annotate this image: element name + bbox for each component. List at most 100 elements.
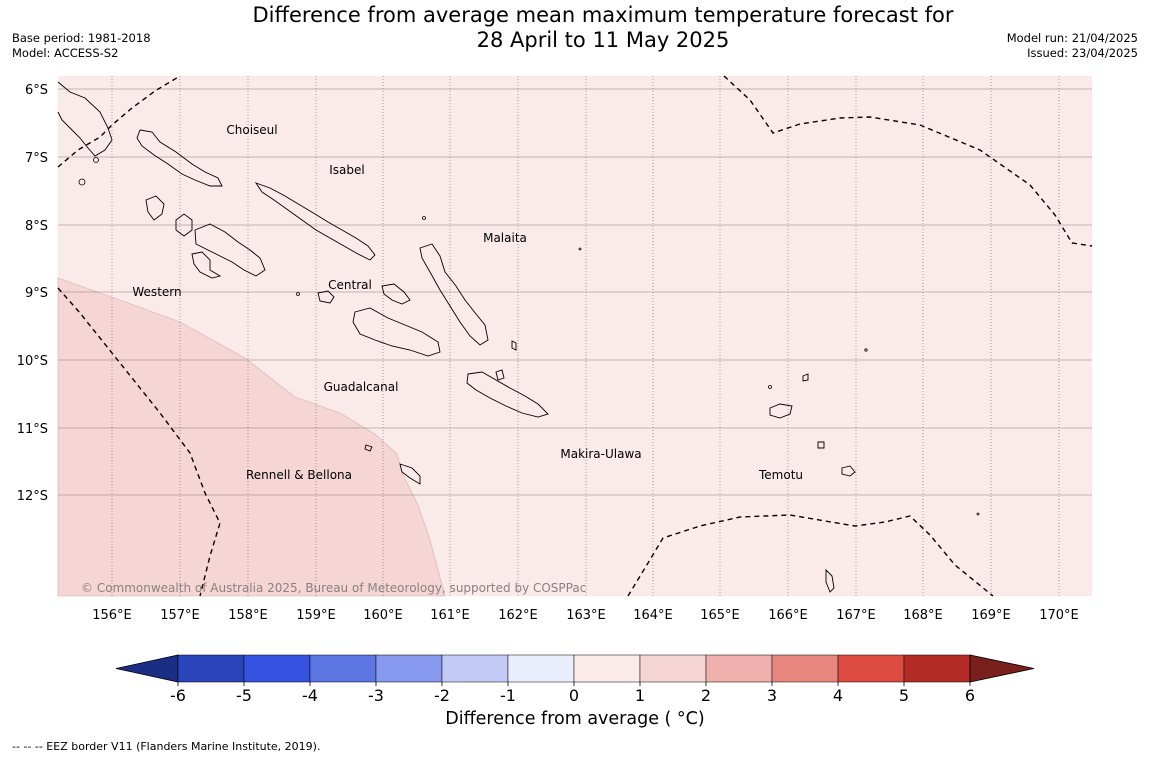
island-rennell [399, 463, 421, 485]
meta-left: Base period: 1981-2018 Model: ACCESS-S2 [12, 31, 151, 61]
islet-savo [296, 292, 300, 296]
islet-treasury [93, 157, 99, 163]
island-kolombangara [175, 213, 193, 237]
longitude-label: 167°E [836, 608, 876, 620]
latitude-label: 10°S [17, 354, 48, 369]
island-new-georgia [194, 223, 266, 277]
islet-shortland [78, 178, 86, 186]
coastlines [57, 81, 856, 593]
island-isabel [254, 182, 376, 261]
colorbar-ticks: -6 -5 -4 -3 -2 -1 0 1 2 3 4 5 6 [170, 682, 975, 705]
province-label: Makira-Ulawa [560, 447, 641, 461]
title-line-2: 28 April to 11 May 2025 [476, 28, 730, 52]
island-makira [466, 371, 549, 418]
island-duff [802, 373, 809, 382]
colorbar-tick-label: 6 [965, 686, 975, 705]
province-label: Choiseul [226, 123, 277, 137]
island-bougainville [57, 81, 113, 157]
colorbar-tick-label: 1 [635, 686, 645, 705]
colorbar-label: Difference from average ( °C) [445, 709, 705, 729]
island-bellona [364, 444, 373, 452]
eez-footnote: -- -- -- EEZ border V11 (Flanders Marine… [12, 740, 321, 753]
longitude-label: 169°E [971, 608, 1011, 620]
longitude-label: 156°E [92, 608, 132, 620]
province-labels: Choiseul Isabel Malaita Western Central Guada… [132, 123, 803, 482]
colorbar-tick-label: 0 [569, 686, 579, 705]
eez-border-south [627, 514, 994, 597]
colorbar-segment [903, 654, 971, 683]
colorbar-tick-label: -6 [170, 686, 186, 705]
longitude-label: 157°E [160, 608, 200, 620]
island-ndeni [769, 403, 793, 419]
latitude-label: 11°S [17, 422, 48, 437]
island-choiseul [136, 129, 223, 187]
island-ulawa [495, 369, 505, 381]
colorbar-segment [243, 654, 311, 683]
longitude-label: 161°E [430, 608, 470, 620]
colorbar-tick-label: 5 [899, 686, 909, 705]
colorbar-segment [177, 654, 245, 683]
longitude-label: 170°E [1039, 608, 1079, 620]
model-run: Model run: 21/04/2025 [1006, 31, 1138, 45]
province-label: Isabel [329, 163, 364, 177]
model-name: Model: ACCESS-S2 [12, 46, 119, 60]
map-title: Difference from average mean maximum tem… [200, 3, 1006, 53]
longitude-label: 166°E [768, 608, 808, 620]
island-small-malaita [511, 340, 517, 351]
eez-border-south-west [57, 287, 221, 597]
eez-borders [57, 75, 1093, 597]
colorbar-segment [507, 654, 575, 683]
latitude-label: 12°S [17, 489, 48, 504]
latitude-label: 9°S [25, 286, 48, 301]
colorbar-tick-label: 2 [701, 686, 711, 705]
island-guadalcanal [352, 307, 441, 357]
province-label: Guadalcanal [324, 380, 399, 394]
islet-ontong [422, 216, 426, 220]
colorbar-tick-label: -3 [368, 686, 384, 705]
colorbar-segment [837, 654, 905, 683]
longitude-label: 163°E [566, 608, 606, 620]
islet-sikaiana [578, 247, 582, 251]
colorbar-segment [573, 654, 641, 683]
longitude-label: 165°E [700, 608, 740, 620]
island-utupua [817, 441, 825, 449]
island-vanikoro [841, 465, 856, 477]
colorbar-tick-label: -5 [236, 686, 252, 705]
colorbar-segment [309, 654, 377, 683]
province-label: Central [328, 278, 372, 292]
meta-right: Model run: 21/04/2025 Issued: 23/04/2025 [1007, 31, 1138, 61]
colorbar-tick-label: 4 [833, 686, 843, 705]
latitude-label: 7°S [25, 151, 48, 166]
longitude-labels: 156°E 157°E 158°E 159°E 160°E 161°E 162°E 163°E… [92, 608, 1079, 620]
latitude-label: 6°S [25, 83, 48, 98]
base-period: Base period: 1981-2018 [12, 31, 151, 45]
grid-lines [58, 76, 1092, 596]
colorbar-segments [115, 654, 1035, 683]
colorbar-segment [375, 654, 443, 683]
islet-tinakula [864, 348, 868, 352]
colorbar: -6 -5 -4 -3 -2 -1 0 1 2 3 4 5 6 [115, 654, 1035, 705]
islet-fatutaka [976, 512, 980, 516]
map-canvas: 6°S 7°S 8°S 9°S 10°S 11°S 12°S 156°E 157°E 158°E… [17, 75, 1093, 620]
colorbar-segment [441, 654, 509, 683]
colorbar-extend-low [115, 654, 179, 683]
island-russell [317, 290, 335, 304]
copyright-notice: © Commonwealth of Australia 2025, Bureau… [81, 581, 586, 595]
eez-border-vanuatu [723, 75, 1093, 247]
island-anuta [825, 568, 835, 593]
island-vella-lavella [145, 195, 165, 221]
province-label: Western [132, 285, 181, 299]
issued-date: Issued: 23/04/2025 [1027, 46, 1138, 60]
anomaly-region-1-2 [57, 277, 446, 597]
longitude-label: 159°E [296, 608, 336, 620]
colorbar-tick-label: -1 [500, 686, 516, 705]
island-rendova [191, 251, 222, 279]
colorbar-segment [705, 654, 773, 683]
latitude-label: 8°S [25, 219, 48, 234]
islets [78, 157, 980, 516]
island-florida [381, 283, 411, 305]
title-line-1: Difference from average mean maximum tem… [252, 3, 954, 27]
colorbar-tick-label: -4 [302, 686, 318, 705]
longitude-label: 168°E [903, 608, 943, 620]
longitude-label: 162°E [498, 608, 538, 620]
